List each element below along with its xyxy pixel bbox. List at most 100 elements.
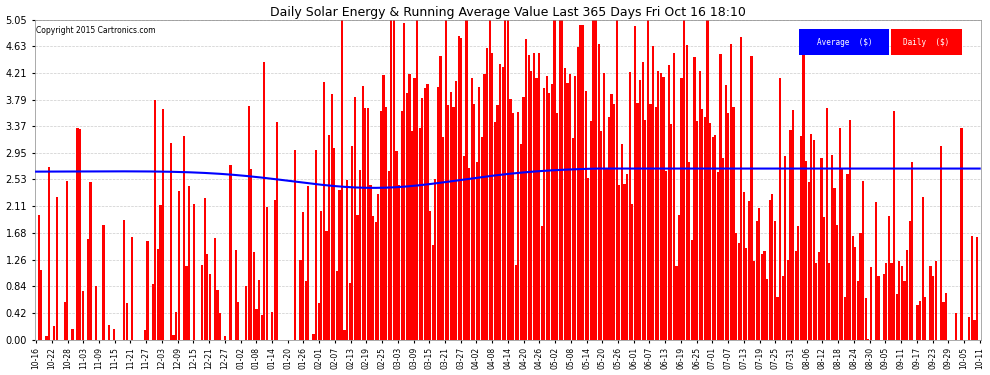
Bar xyxy=(473,104,475,339)
Bar xyxy=(307,186,310,339)
Bar xyxy=(432,245,434,339)
Bar xyxy=(512,113,514,339)
Bar xyxy=(440,56,442,339)
Bar xyxy=(123,220,126,339)
Bar xyxy=(714,135,717,339)
Bar xyxy=(258,280,260,339)
Bar xyxy=(709,123,711,339)
Bar xyxy=(712,136,714,339)
Bar xyxy=(336,271,338,339)
Bar xyxy=(675,266,677,339)
Bar xyxy=(595,20,597,339)
Bar xyxy=(730,44,732,339)
Bar xyxy=(102,225,105,339)
Bar xyxy=(747,201,750,339)
Bar xyxy=(66,182,68,339)
Bar xyxy=(854,247,856,339)
Bar xyxy=(646,20,649,339)
Bar xyxy=(584,90,587,339)
Bar xyxy=(541,226,543,339)
Bar xyxy=(460,38,462,339)
Bar xyxy=(735,232,738,339)
Bar xyxy=(435,178,437,339)
Bar xyxy=(416,20,419,339)
Bar xyxy=(398,185,400,339)
Bar xyxy=(162,109,164,339)
Bar xyxy=(935,261,937,339)
Bar xyxy=(41,270,43,339)
Bar xyxy=(654,107,656,339)
Bar xyxy=(455,81,457,339)
Bar xyxy=(831,155,833,339)
Bar xyxy=(452,107,454,339)
Bar xyxy=(797,226,799,339)
Bar xyxy=(502,67,504,339)
Bar xyxy=(836,225,839,339)
Bar xyxy=(776,297,778,339)
Bar xyxy=(753,261,755,339)
Bar xyxy=(678,215,680,339)
Bar xyxy=(839,128,841,339)
Bar xyxy=(577,47,579,339)
Bar xyxy=(81,291,84,339)
Bar xyxy=(48,167,50,339)
Bar xyxy=(750,56,752,339)
Bar xyxy=(917,305,919,339)
Bar xyxy=(374,222,377,339)
Bar xyxy=(323,82,325,339)
Bar xyxy=(219,314,222,339)
Bar xyxy=(707,20,709,339)
Bar xyxy=(230,165,232,339)
Bar xyxy=(942,303,944,339)
Bar xyxy=(468,168,470,339)
Title: Daily Solar Energy & Running Average Value Last 365 Days Fri Oct 16 18:10: Daily Solar Energy & Running Average Val… xyxy=(270,6,745,18)
Bar xyxy=(95,286,97,339)
Bar xyxy=(382,75,384,339)
Bar xyxy=(255,309,257,339)
Bar xyxy=(344,330,346,339)
Bar xyxy=(395,152,398,339)
Bar xyxy=(784,156,786,339)
Bar xyxy=(842,168,843,339)
Bar xyxy=(462,156,465,339)
Bar xyxy=(260,315,262,339)
Bar xyxy=(742,192,744,339)
Bar xyxy=(339,190,341,339)
Bar xyxy=(670,124,672,339)
Bar xyxy=(574,75,576,339)
Bar xyxy=(632,204,634,339)
Bar xyxy=(808,182,810,339)
Bar xyxy=(877,276,880,339)
Bar xyxy=(787,261,789,339)
Bar xyxy=(816,263,818,339)
Bar xyxy=(621,144,623,339)
Bar xyxy=(175,312,177,339)
Bar xyxy=(885,263,887,339)
Bar xyxy=(201,265,203,339)
Bar xyxy=(238,303,240,339)
Bar xyxy=(781,276,784,339)
Bar xyxy=(491,54,493,339)
Bar xyxy=(971,236,973,339)
Bar xyxy=(263,63,265,339)
Bar xyxy=(528,56,530,339)
Bar xyxy=(356,216,358,339)
Bar xyxy=(294,150,296,339)
Bar xyxy=(206,254,208,339)
Bar xyxy=(341,20,344,339)
Bar xyxy=(696,121,698,339)
Bar xyxy=(108,326,110,339)
Bar xyxy=(504,20,507,339)
Bar xyxy=(353,97,356,339)
Bar xyxy=(170,143,172,339)
Bar xyxy=(904,280,906,339)
Bar xyxy=(403,23,405,339)
Bar xyxy=(922,197,924,339)
Bar xyxy=(385,107,387,339)
Bar xyxy=(156,249,159,339)
Bar xyxy=(326,231,328,339)
Bar xyxy=(973,320,975,339)
Bar xyxy=(600,130,602,339)
Bar xyxy=(185,266,187,339)
Bar xyxy=(590,122,592,339)
